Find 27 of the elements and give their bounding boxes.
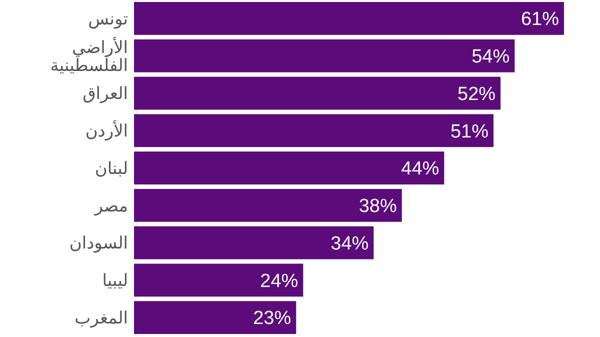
- data-label: 23%: [253, 308, 292, 330]
- data-label: 61%: [520, 9, 560, 30]
- bar: [134, 188, 402, 222]
- bar: [134, 152, 444, 184]
- bar: [134, 114, 494, 148]
- data-label: 34%: [330, 233, 369, 254]
- bar: [134, 264, 304, 297]
- y-tick-label: لبنان: [94, 158, 128, 179]
- data-label: 52%: [458, 84, 496, 105]
- bar: [134, 2, 564, 35]
- data-label: 54%: [472, 46, 510, 68]
- data-label: 44%: [401, 158, 440, 180]
- data-label: 51%: [450, 121, 489, 142]
- y-tick-label: ليبيا: [102, 271, 128, 292]
- bar: [134, 76, 501, 110]
- y-tick-label: الأراضي الفلسطينية: [50, 36, 128, 76]
- y-tick-label: المغرب: [74, 308, 128, 328]
- bar: [134, 301, 296, 334]
- y-tick-label: السودان: [69, 234, 128, 254]
- y-tick-label: تونس: [88, 9, 128, 30]
- y-tick-label: العراق: [82, 84, 128, 104]
- data-label: 24%: [260, 270, 298, 292]
- y-tick-label: مصر: [94, 196, 128, 216]
- data-label: 38%: [358, 196, 397, 218]
- bar: [134, 39, 515, 72]
- bar: [134, 226, 374, 260]
- y-tick-label: الأردن: [85, 120, 128, 142]
